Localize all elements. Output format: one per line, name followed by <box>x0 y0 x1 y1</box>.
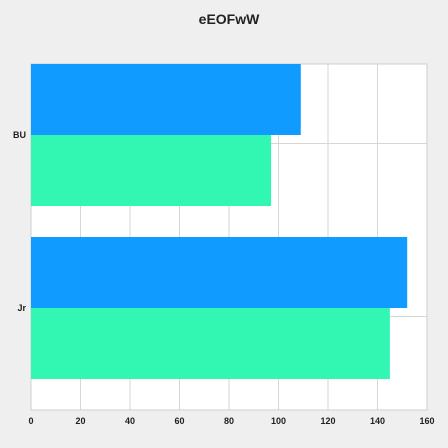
x-tick-label-160: 160 <box>419 416 434 426</box>
bar-BU-series-2 <box>31 135 272 206</box>
y-axis-categories: BU Jr <box>13 130 26 313</box>
category-label-BU: BU <box>13 130 26 140</box>
x-tick-label-80: 80 <box>224 416 234 426</box>
x-axis-ticks: 0 20 40 60 80 100 120 140 160 <box>28 416 434 426</box>
category-label-Jr: Jr <box>17 303 26 313</box>
x-tick-label-60: 60 <box>174 416 184 426</box>
bars <box>31 64 408 379</box>
chart-title: eEOFwW <box>199 11 260 27</box>
bar-Jr-series-2 <box>31 308 390 379</box>
x-tick-label-120: 120 <box>320 416 335 426</box>
x-tick-label-20: 20 <box>75 416 85 426</box>
x-tick-label-140: 140 <box>370 416 385 426</box>
x-tick-label-0: 0 <box>28 416 33 426</box>
bar-BU-series-1 <box>31 64 301 135</box>
bar-Jr-series-1 <box>31 237 408 308</box>
x-tick-label-40: 40 <box>125 416 135 426</box>
x-tick-label-100: 100 <box>271 416 286 426</box>
